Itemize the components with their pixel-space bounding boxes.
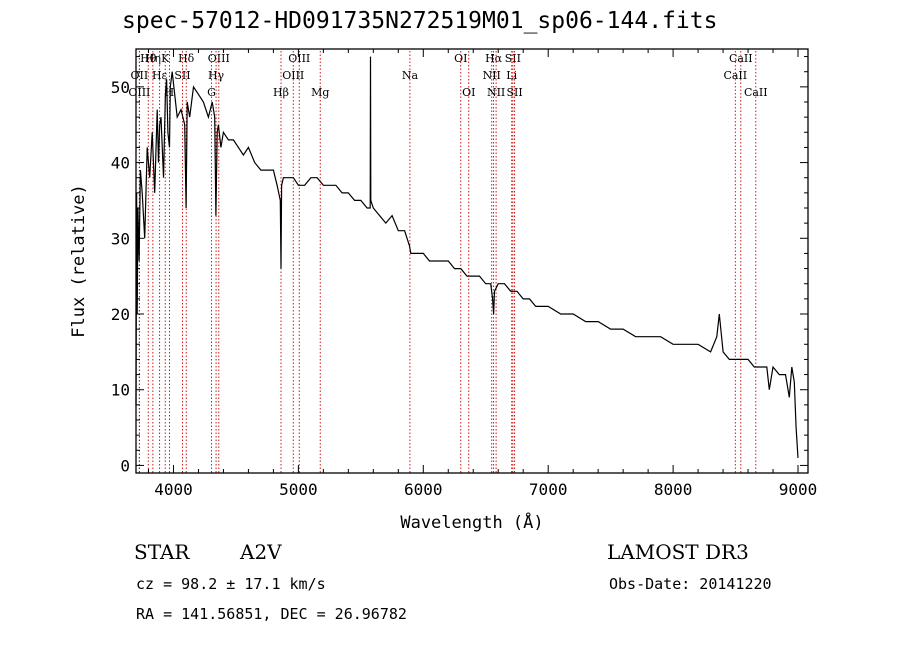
subclass-label: A2V: [240, 540, 282, 564]
y-tick-label: 10: [111, 381, 130, 400]
x-tick-label: 5000: [279, 480, 318, 499]
annotation-label: NII: [483, 69, 501, 82]
annotation-label: OIII: [282, 69, 304, 82]
x-tick-label: 7000: [529, 480, 568, 499]
annotation-label: Na: [402, 69, 419, 82]
class-label: STAR: [134, 540, 190, 564]
obs-date-text: Obs-Date: 20141220: [609, 575, 772, 593]
annotation-label: Hγ: [208, 69, 225, 82]
annotation-label: Li: [506, 69, 517, 82]
y-tick-label: 40: [111, 154, 130, 173]
annotation-label: SII: [505, 52, 521, 65]
radec-text: RA = 141.56851, DEC = 26.96782: [136, 605, 407, 623]
x-tick-label: 6000: [404, 480, 443, 499]
annotation-label: OIII: [208, 52, 230, 65]
y-tick-label: 20: [111, 305, 130, 324]
annotation-label: H: [165, 86, 175, 99]
chart-title: spec-57012-HD091735N272519M01_sp06-144.f…: [122, 8, 718, 34]
annotation-label: CaII: [723, 69, 747, 82]
x-tick-label: 8000: [654, 480, 693, 499]
annotation-label: OI: [454, 52, 467, 65]
annotation-label: OI: [462, 86, 475, 99]
annotation-label: Hη: [145, 52, 161, 65]
redshift-text: cz = 98.2 ± 17.1 km/s: [136, 575, 326, 593]
annotation-label: Hε: [152, 69, 168, 82]
annotation-label: Mg: [311, 86, 329, 99]
x-tick-label: 4000: [154, 480, 193, 499]
annotation-label: NII: [487, 86, 505, 99]
annotation-label: CaII: [729, 52, 753, 65]
annotation-label: OIII: [128, 86, 150, 99]
plot-frame: [135, 48, 809, 474]
y-tick-label: 30: [111, 229, 130, 248]
y-tick-label: 50: [111, 78, 130, 97]
y-axis-label: Flux (relative): [69, 184, 89, 338]
annotation-label: SII: [174, 69, 190, 82]
annotation-label: OIII: [288, 52, 310, 65]
y-tick-label: 0: [120, 456, 130, 475]
spectrum-line: [135, 56, 799, 458]
annotation-label: K: [161, 52, 170, 65]
annotation-label: SII: [506, 86, 522, 99]
axes: 4000 5000 6000 7000 8000 9000 0 10 20 30 40 50 Wavel…: [69, 49, 817, 533]
annotation-label: G: [207, 86, 216, 99]
annotation-label: Hδ: [178, 52, 195, 65]
x-tick-label: 9000: [779, 480, 818, 499]
x-axis-label: Wavelength (Å): [400, 511, 543, 533]
survey-label: LAMOST DR3: [607, 540, 749, 564]
annotation-label: Hβ: [273, 86, 289, 99]
annotation-label: Hα: [485, 52, 503, 65]
annotation-label: CaII: [744, 86, 768, 99]
